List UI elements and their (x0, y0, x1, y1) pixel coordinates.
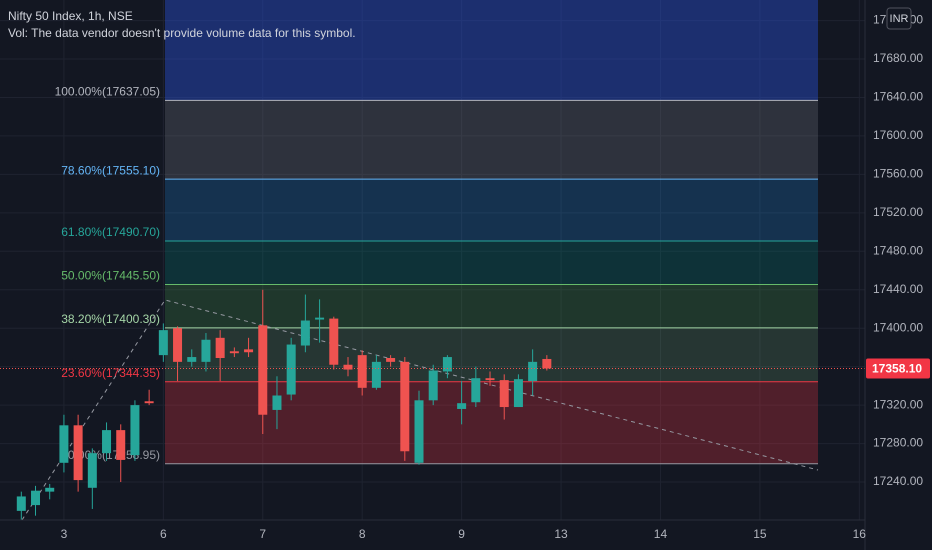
last-price-badge (866, 358, 930, 379)
x-tick-label: 6 (160, 527, 167, 541)
fib-zone (165, 241, 818, 285)
y-tick-label: 17560.00 (873, 167, 923, 181)
candle-body (173, 328, 183, 362)
last-price-label: 17358.10 (872, 362, 922, 376)
trend-line (21, 299, 819, 521)
candle-body (528, 361, 538, 382)
candle-body (513, 379, 523, 408)
y-tick-label: 17600.00 (873, 128, 923, 142)
fib-label: 38.20%(17400.30) (61, 312, 160, 326)
fib-zone (165, 284, 818, 328)
grid (0, 0, 865, 520)
x-tick-label: 16 (853, 527, 867, 541)
fib-zone (165, 381, 818, 464)
candle-body (471, 378, 481, 403)
currency-label: INR (890, 13, 909, 25)
candle-body (144, 401, 154, 404)
candle-body (244, 349, 254, 353)
candle-body (400, 361, 410, 452)
axes: 17240.0017280.0017320.0017360.0017400.00… (61, 13, 930, 541)
candle-body (300, 320, 310, 346)
candle-body (386, 358, 396, 362)
fib-label: 50.00%(17445.50) (61, 269, 160, 283)
candles (16, 289, 552, 521)
candle-body (116, 430, 126, 460)
candle-body (130, 405, 140, 456)
y-tick-label: 17280.00 (873, 436, 923, 450)
y-tick-label: 17480.00 (873, 243, 923, 257)
fib-zone (165, 100, 818, 180)
candle-body (499, 380, 509, 408)
candle-body (102, 430, 112, 454)
candle-body (428, 370, 438, 401)
fib-label: 61.80%(17490.70) (61, 225, 160, 239)
candle-body (187, 357, 197, 362)
candle-body (485, 378, 495, 381)
candle-body (286, 344, 296, 395)
candle-body (542, 358, 552, 369)
candle-body (343, 364, 353, 370)
candle-body (258, 325, 268, 415)
fib-retracement: 100.00%(17637.05) 78.60%(17555.10) 61.80%(… (55, 0, 818, 465)
x-tick-label: 7 (259, 527, 266, 541)
fib-zone (165, 327, 818, 382)
candle-body (215, 337, 225, 359)
chart-subtitle: Vol: The data vendor doesn't provide vol… (8, 26, 356, 40)
candle-body (414, 400, 424, 463)
fib-zone (165, 0, 818, 101)
fib-label: 100.00%(17637.05) (55, 84, 160, 98)
x-tick-label: 9 (458, 527, 465, 541)
chart-title: Nifty 50 Index, 1h, NSE (8, 9, 133, 23)
candle-body (45, 487, 55, 492)
x-tick-label: 15 (753, 527, 767, 541)
x-tick-label: 13 (554, 527, 568, 541)
x-tick-label: 8 (359, 527, 366, 541)
candle-body (87, 453, 97, 488)
candle-body (201, 339, 211, 362)
fib-label: 78.60%(17555.10) (61, 163, 160, 177)
y-tick-label: 17320.00 (873, 397, 923, 411)
candle-body (73, 425, 83, 481)
fib-label: 23.60%(17344.35) (61, 366, 160, 380)
y-tick-label: 17520.00 (873, 205, 923, 219)
candle-body (357, 355, 367, 388)
x-tick-label: 3 (61, 527, 68, 541)
candle-body (158, 330, 168, 356)
candle-body (59, 425, 69, 463)
fib-zone (165, 179, 818, 242)
y-tick-label: 17400.00 (873, 320, 923, 334)
candle-body (315, 317, 325, 320)
currency-badge[interactable] (886, 7, 912, 30)
candle-body (329, 318, 339, 365)
y-tick-label: 17680.00 (873, 51, 923, 65)
y-tick-label: 17240.00 (873, 474, 923, 488)
candle-body (272, 395, 282, 410)
y-tick-label: 17440.00 (873, 282, 923, 296)
candle-body (31, 490, 41, 506)
candle-body (16, 496, 26, 511)
y-tick-label: 17640.00 (873, 90, 923, 104)
candle-body (442, 357, 452, 372)
candle-body (371, 361, 381, 388)
candle-body (457, 403, 467, 409)
x-tick-label: 14 (654, 527, 668, 541)
candle-body (229, 351, 239, 354)
